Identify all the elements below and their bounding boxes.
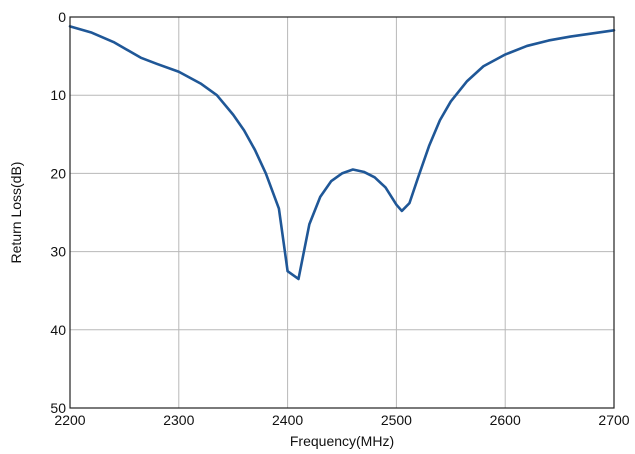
y-tick-label-30: 30 (50, 244, 66, 260)
series-group (68, 25, 616, 281)
x-tick-label-2200: 2200 (54, 412, 85, 428)
x-tick-label-2700: 2700 (598, 412, 629, 428)
x-tick-label-2600: 2600 (490, 412, 521, 428)
x-tick-label-2500: 2500 (381, 412, 412, 428)
y-tick-label-40: 40 (50, 322, 66, 338)
plot-frame (69, 16, 615, 409)
x-tick-label-2400: 2400 (272, 412, 303, 428)
x-tick-label-2300: 2300 (163, 412, 194, 428)
y-tick-labels: 0 10 20 30 40 50 (50, 9, 66, 416)
y-tick-label-50: 50 (50, 400, 66, 416)
y-tick-label-10: 10 (50, 87, 66, 103)
y-axis-label: Return Loss(dB) (8, 162, 24, 264)
y-tick-label-0: 0 (58, 9, 66, 25)
y-tick-label-20: 20 (50, 165, 66, 181)
x-tick-labels: 2200 2300 2400 2500 2600 2700 (54, 412, 629, 428)
x-axis-label: Frequency(MHz) (290, 433, 394, 449)
series-line-0 (68, 25, 616, 281)
